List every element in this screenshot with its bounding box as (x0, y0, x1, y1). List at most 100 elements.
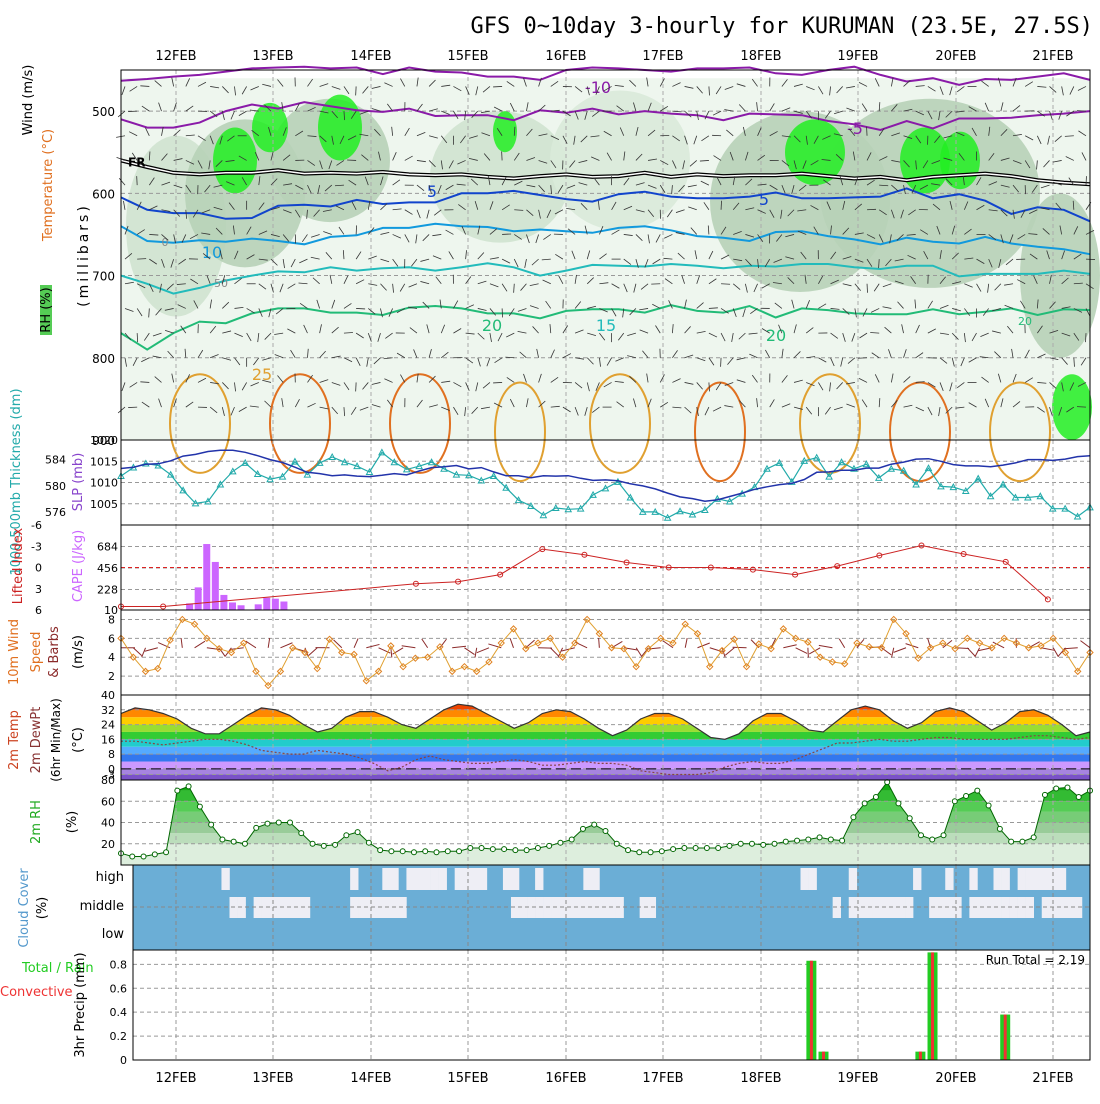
date-label-bottom-7: 19FEB (837, 1071, 878, 1086)
chart-title: GFS 0~10day 3-hourly for KURUMAN (23.5E,… (470, 14, 1093, 39)
date-label-bottom-4: 16FEB (545, 1071, 586, 1086)
rh-point (851, 815, 856, 820)
rh-shading (121, 78, 1100, 440)
rh-point (344, 833, 349, 838)
rh-point (1065, 785, 1070, 790)
rh2m-axis-label-2: (%) (65, 811, 80, 834)
rh-point (738, 841, 743, 846)
date-label-top-5: 17FEB (642, 49, 683, 64)
rh-point (547, 843, 552, 848)
date-label-top-4: 16FEB (545, 49, 586, 64)
rh-point (231, 839, 236, 844)
cape-bar (280, 602, 287, 610)
cape-bar (263, 598, 270, 610)
rh-point (840, 838, 845, 843)
rh-point (795, 838, 800, 843)
temp-tick: 32 (101, 704, 115, 717)
rh-axis-label: RH (%) (39, 287, 54, 332)
slp-tick: 1010 (90, 477, 118, 490)
temp-band (121, 762, 1090, 769)
rh-point (817, 835, 822, 840)
rh-point (896, 801, 901, 806)
temp-tick: 16 (101, 733, 115, 746)
date-label-bottom-8: 20FEB (935, 1071, 976, 1086)
rh-green-blob (940, 132, 980, 190)
rh-point (648, 850, 653, 855)
rh-point (197, 804, 202, 809)
rh-point (445, 849, 450, 854)
wind-barb-10m (733, 647, 747, 648)
rh-band (121, 844, 1090, 865)
rh-point (434, 850, 439, 855)
rh-point (727, 843, 732, 848)
rh-point (141, 854, 146, 859)
rh-point (918, 833, 923, 838)
precip-conv-bar (810, 961, 813, 1060)
cloud-cell-high (390, 868, 398, 890)
wind-tick: 6 (108, 632, 115, 645)
wind10-axis-label-1: 10m Wind (7, 619, 22, 685)
rh-point (535, 846, 540, 851)
rh-point (366, 840, 371, 845)
rh-point (964, 793, 969, 798)
temp-band (121, 747, 1090, 754)
precip-tick: 0 (120, 1054, 127, 1067)
date-label-top-3: 15FEB (447, 49, 488, 64)
rh-point (524, 848, 529, 853)
precip-label-2: Convective (0, 985, 73, 1000)
date-label-top-6: 18FEB (740, 49, 781, 64)
date-label-bottom-9: 21FEB (1032, 1071, 1073, 1086)
rh-point (997, 826, 1002, 831)
temp-band (121, 754, 1090, 761)
rh-point (873, 795, 878, 800)
rh-point (411, 850, 416, 855)
contour-label: 10 (202, 243, 222, 262)
rh-point (186, 784, 191, 789)
rh-point (242, 841, 247, 846)
cape-tick: 228 (97, 583, 118, 596)
cloud-axis-label-2: (%) (35, 897, 50, 920)
rh-point (389, 849, 394, 854)
rh-point (558, 840, 563, 845)
rh-point (355, 830, 360, 835)
cloud-cell-high (1050, 868, 1058, 890)
li-axis-label: Lifted Index (11, 527, 26, 604)
cloud-cell-high (350, 868, 358, 890)
rh-point (716, 846, 721, 851)
rh-point (333, 842, 338, 847)
precip-tick: 0.6 (110, 982, 128, 995)
precip-conv-bar (931, 952, 934, 1060)
wind-axis-label: Wind (m/s) (21, 65, 36, 136)
date-label-bottom-5: 17FEB (642, 1071, 683, 1086)
temp-axis-label-1: 2m Temp (7, 710, 22, 770)
cloud-cell-high (809, 868, 817, 890)
contour-label: 5 (759, 190, 769, 209)
temperature-axis-label: Temperature (°C) (41, 129, 56, 242)
temp-band (121, 774, 1090, 780)
thickness-tick: 576 (45, 506, 66, 519)
contour-label: 25 (252, 365, 272, 384)
cloud-cell-high (382, 868, 390, 890)
temp-band (121, 769, 1090, 775)
rh-point (952, 799, 957, 804)
rh-point (502, 847, 507, 852)
rh-point (806, 837, 811, 842)
cloud-cell-high (800, 868, 808, 890)
rh-point (637, 850, 642, 855)
rh-point (1020, 839, 1025, 844)
cape-bar (220, 595, 227, 610)
temp-tick: 8 (108, 748, 115, 761)
rh-point (749, 841, 754, 846)
rh-tick: 20 (101, 838, 115, 851)
cloud-axis-label-1: Cloud Cover (17, 868, 32, 948)
temp-band (121, 732, 1090, 739)
rh-point (299, 831, 304, 836)
slp-tick: 1020 (90, 434, 118, 447)
rh-tick: 40 (101, 817, 115, 830)
cape-bar (229, 602, 236, 610)
contour-label: -5 (847, 119, 863, 138)
cloud-tick: high (96, 870, 124, 885)
cloud-cell-high (969, 868, 977, 890)
rh-point (626, 848, 631, 853)
